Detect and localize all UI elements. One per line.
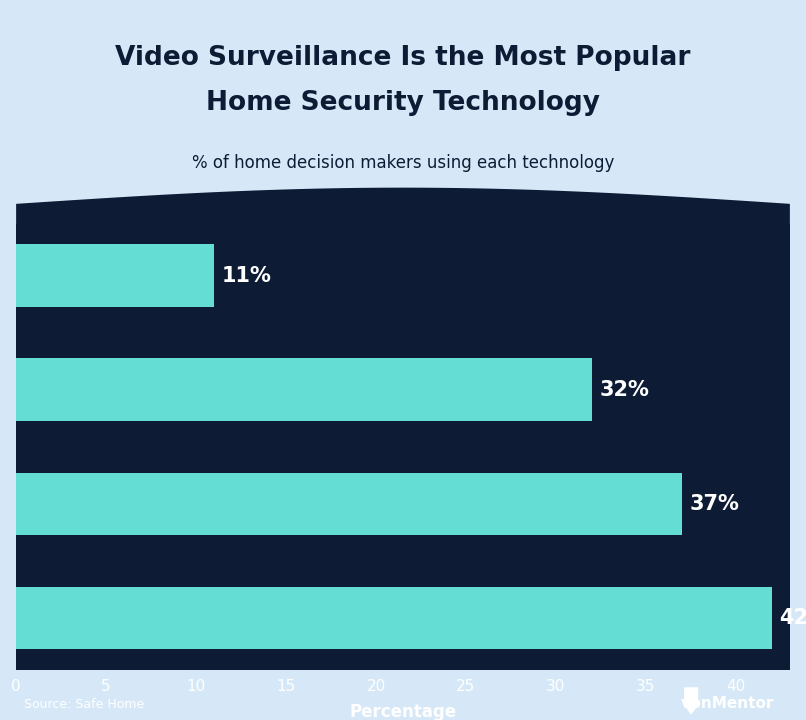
Polygon shape [16,188,790,224]
Bar [16,587,772,649]
Bar [16,472,682,535]
X-axis label: Percentage: Percentage [350,703,456,720]
Text: Home Security Technology: Home Security Technology [206,89,600,116]
Text: % of home decision makers using each technology: % of home decision makers using each tec… [192,154,614,172]
Text: ✦: ✦ [681,698,692,711]
Text: vpnMentor: vpnMentor [680,696,774,711]
Text: Video Surveillance Is the Most Popular: Video Surveillance Is the Most Popular [115,45,691,71]
Bar [16,359,592,421]
Text: 42%: 42% [779,608,806,628]
Text: Source: Safe Home: Source: Safe Home [24,698,144,711]
Text: 32%: 32% [599,380,649,400]
Text: 37%: 37% [689,494,739,514]
Text: 11%: 11% [222,266,271,286]
Bar [16,244,214,307]
Polygon shape [684,687,698,715]
